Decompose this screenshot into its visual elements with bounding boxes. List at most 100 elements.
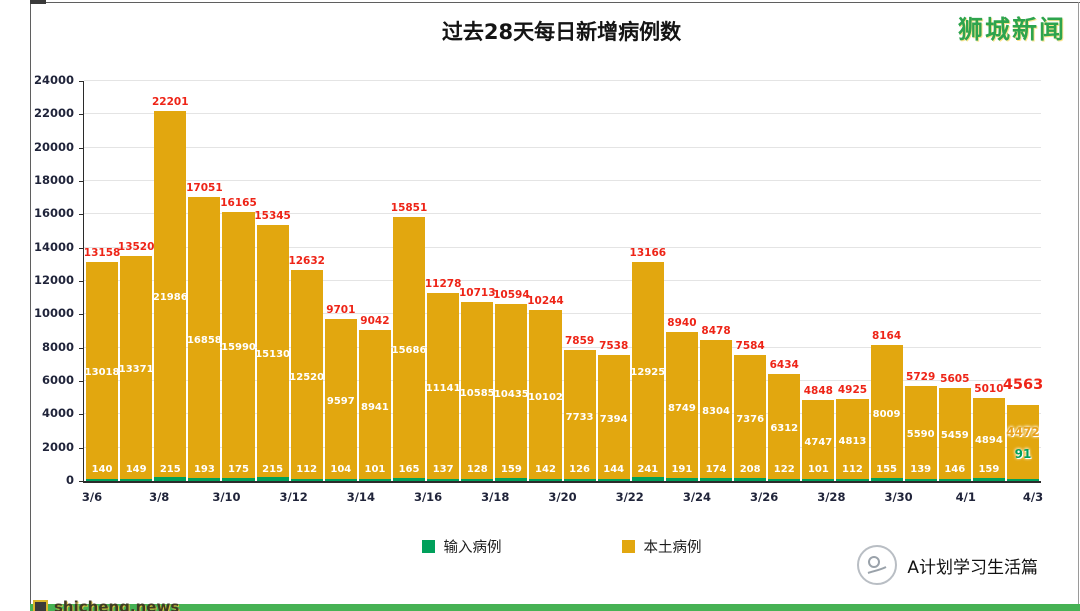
total-label: 11278	[424, 278, 462, 291]
gridline	[84, 280, 1041, 281]
local-label: 21986	[152, 292, 188, 303]
imported-segment	[1006, 479, 1040, 481]
local-label: 4894	[974, 435, 1003, 447]
imported-label: 174	[705, 464, 727, 475]
chart-title: 过去28天每日新增病例数	[441, 20, 682, 44]
total-label: 8478	[701, 324, 731, 337]
frame-top-line	[30, 2, 1080, 3]
total-label: 5010	[974, 382, 1004, 395]
local-label: 11141	[425, 383, 461, 395]
bar: 5605 5459 146	[938, 373, 971, 481]
y-tick-label: 22000	[33, 106, 74, 121]
bar: 17051 16858 193	[186, 182, 223, 481]
total-label: 9042	[360, 315, 390, 328]
legend-item-imported: 输入病例	[421, 536, 502, 557]
watermark-icon	[33, 599, 48, 611]
imported-label: 175	[228, 464, 249, 475]
imported-label: 159	[500, 464, 522, 475]
imported-label: 122	[773, 464, 795, 475]
imported-segment	[290, 479, 323, 481]
imported-label: 139	[910, 464, 932, 475]
y-tick-label: 0	[65, 473, 74, 487]
x-tick-label: 3/26	[750, 490, 779, 504]
imported-label: 112	[842, 464, 863, 475]
local-label: 5590	[906, 429, 935, 441]
y-tick-label: 20000	[33, 139, 74, 154]
total-label: 5729	[906, 370, 936, 383]
local-label: 7376	[736, 413, 765, 425]
imported-segment	[597, 478, 630, 481]
bar: 13520 13371 149	[118, 241, 154, 481]
total-label: 10713	[458, 287, 496, 300]
bar: 11278 11141 137	[425, 278, 461, 481]
y-tick-label: 10000	[33, 306, 74, 321]
y-tick-label: 16000	[33, 206, 74, 221]
gridline	[84, 380, 1041, 381]
y-tick-label: 14000	[33, 239, 74, 254]
total-label: 12632	[288, 255, 325, 268]
imported-segment	[324, 479, 357, 481]
frame-corner-mark	[30, 0, 46, 4]
legend-label-local: 本土病例	[643, 540, 702, 556]
local-label: 8009	[872, 408, 901, 420]
total-label: 16165	[220, 196, 257, 209]
gridline	[84, 246, 1041, 248]
total-label: 17051	[186, 181, 223, 194]
bar: 10713 10585 128	[459, 287, 496, 481]
imported-label: 191	[671, 464, 693, 475]
imported-label: 126	[569, 464, 591, 475]
gridline	[84, 313, 1041, 315]
bar: 4925 4813 112	[836, 384, 869, 481]
local-swatch	[621, 540, 635, 553]
imported-swatch	[421, 540, 435, 553]
imported-label: 112	[296, 464, 318, 475]
channel-badge: A计划学习生活篇	[857, 545, 1038, 585]
imported-segment	[392, 478, 426, 481]
imported-segment	[870, 478, 903, 481]
total-label: 7859	[564, 335, 595, 348]
y-tick-mark	[79, 181, 84, 182]
x-tick-label: 3/6	[81, 490, 103, 504]
y-tick-label: 18000	[33, 173, 74, 187]
imported-label: 215	[262, 464, 284, 475]
local-label: 10585	[459, 387, 495, 399]
local-label: 13018	[84, 367, 120, 379]
bar: 16165 15990 175	[220, 197, 257, 481]
bar: 7538 7394 144	[597, 340, 630, 481]
bar: 9042 8941 101	[358, 315, 391, 481]
local-label: 5459	[940, 430, 969, 442]
x-tick-label: 3/10	[212, 490, 241, 504]
gridline	[84, 346, 1041, 348]
imported-segment	[427, 478, 460, 481]
imported-label: 101	[807, 464, 829, 475]
local-label: 7394	[599, 414, 628, 426]
bottom-green-strip	[30, 604, 1080, 611]
x-tick-label: 3/20	[548, 490, 577, 504]
bar: 8940 8749 191	[665, 317, 698, 481]
imported-label: 101	[364, 464, 386, 475]
imported-label: 155	[876, 464, 897, 475]
x-tick-label: 3/28	[817, 490, 846, 504]
legend: 输入病例 本土病例	[83, 536, 1040, 557]
gridline	[84, 413, 1041, 415]
x-tick-label: 4/1	[955, 490, 976, 504]
total-label: 6434	[769, 358, 799, 371]
bars: 13158 13018 140 13520 13371 149 22201 21986 215 1…	[84, 81, 1043, 481]
y-tick-label: 8000	[41, 339, 74, 354]
imported-label: 215	[159, 464, 181, 475]
channel-name: A计划学习生活篇	[907, 557, 1038, 578]
local-label: 16858	[186, 334, 222, 346]
imported-segment	[836, 479, 869, 481]
imported-segment	[529, 478, 562, 481]
gridline	[84, 113, 1041, 115]
local-label: 4813	[838, 435, 867, 447]
imported-segment	[563, 478, 596, 481]
bar: 15345 15130 215	[254, 210, 291, 481]
bar: 7859 7733 126	[563, 335, 596, 481]
gridline	[84, 446, 1041, 448]
total-label: 7584	[735, 339, 765, 352]
bar: 4848 4747 101	[802, 385, 835, 481]
total-label: 5605	[940, 372, 970, 385]
imported-segment	[188, 477, 221, 481]
